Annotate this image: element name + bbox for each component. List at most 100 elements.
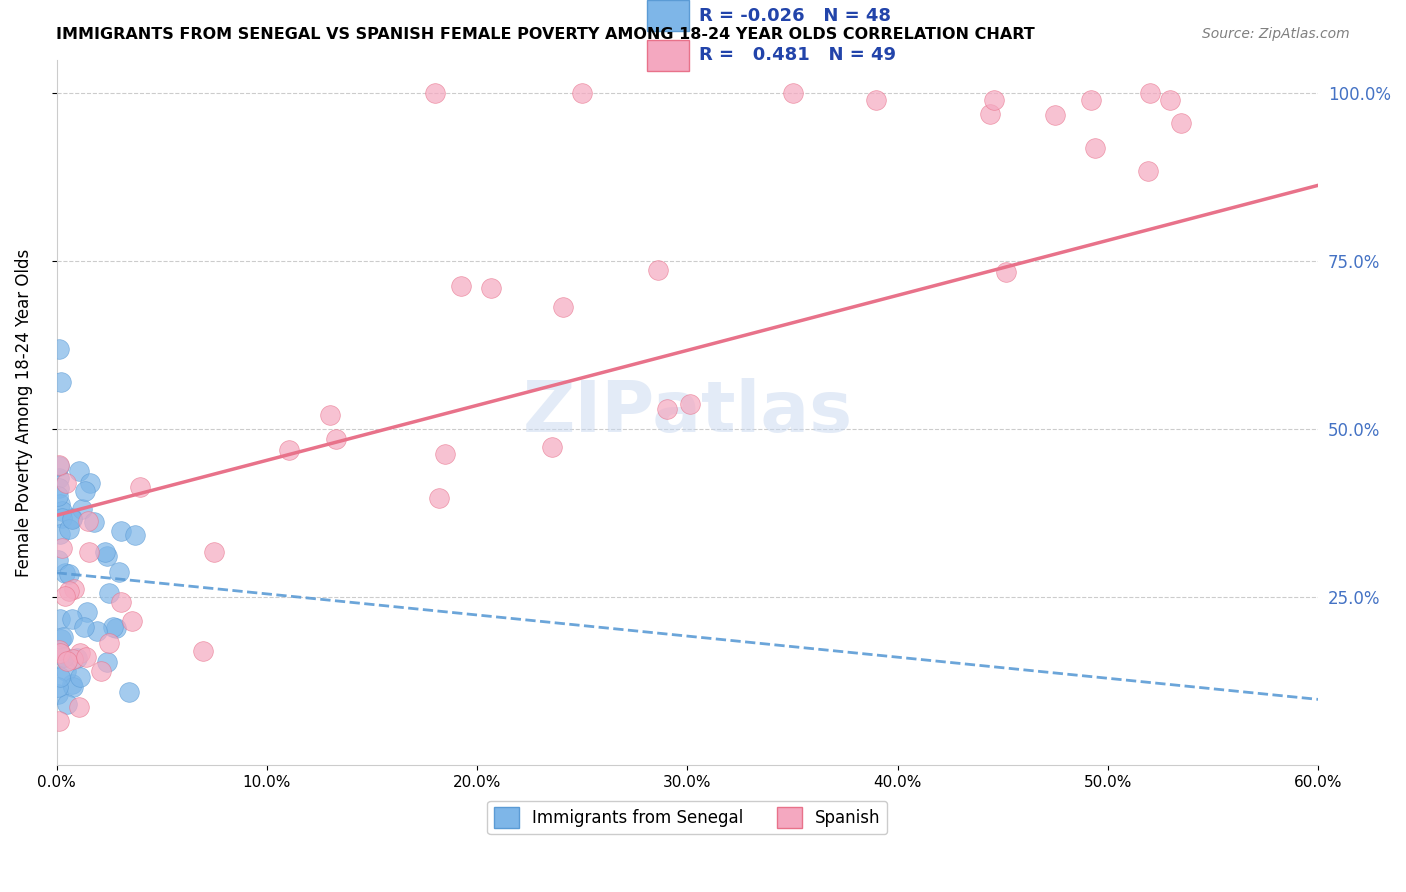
Point [51,504,73,518]
Point [73,620,96,634]
Point [51,511,73,525]
Point [49,632,72,647]
Point [96,549,118,563]
Legend: Immigrants from Senegal, Spanish: Immigrants from Senegal, Spanish [488,801,887,834]
Point [551,300,574,314]
Point [77,545,100,559]
Point [427,491,450,506]
Point [319,408,342,422]
Point [278,442,301,457]
Point [124,528,146,542]
Point [60,511,83,525]
Point [67,464,90,478]
Point [49,646,72,660]
Point [83,515,105,529]
Point [110,524,132,538]
Point [191,643,214,657]
Point [1137,164,1160,178]
Point [67,700,90,714]
Point [49,611,72,625]
Point [202,545,225,559]
Point [75,484,97,499]
Point [62,652,84,666]
Point [60,677,83,691]
Point [49,375,72,389]
Y-axis label: Female Poverty Among 18-24 Year Olds: Female Poverty Among 18-24 Year Olds [15,248,32,576]
Point [110,595,132,609]
Point [86,624,108,639]
Point [96,655,118,669]
Point [782,86,804,100]
Point [60,612,83,626]
Point [49,526,72,541]
Point [46,687,69,701]
Point [63,582,86,597]
Point [1170,116,1192,130]
Point [49,497,72,511]
FancyBboxPatch shape [647,40,689,71]
Point [979,107,1001,121]
Point [1139,86,1161,100]
Point [72,501,94,516]
Point [1080,93,1102,107]
Point [62,681,84,695]
Text: Source: ZipAtlas.com: Source: ZipAtlas.com [1202,27,1350,41]
Point [77,514,100,528]
Point [75,649,97,664]
Point [479,281,502,295]
Point [48,642,70,657]
Point [325,432,347,446]
Point [97,636,120,650]
Point [56,654,79,668]
Point [69,646,91,660]
Point [58,583,80,598]
Point [104,622,127,636]
Point [423,86,446,100]
Point [46,553,69,567]
Point [540,441,562,455]
Point [66,651,89,665]
Point [58,522,80,536]
Point [1160,93,1182,107]
Point [48,342,70,356]
Text: IMMIGRANTS FROM SENEGAL VS SPANISH FEMALE POVERTY AMONG 18-24 YEAR OLDS CORRELAT: IMMIGRANTS FROM SENEGAL VS SPANISH FEMAL… [56,27,1035,42]
Point [76,605,98,619]
Point [49,670,72,684]
Point [117,685,139,699]
Point [1084,140,1107,154]
Text: R =   0.481   N = 49: R = 0.481 N = 49 [700,46,897,64]
Point [679,397,702,411]
Point [48,714,70,728]
Point [995,265,1018,279]
Point [94,545,117,559]
Point [46,489,69,503]
Point [90,665,112,679]
Point [121,614,143,628]
Point [108,565,131,579]
Point [48,481,70,495]
Point [79,476,101,491]
Point [865,93,887,107]
Point [51,541,73,556]
Point [48,470,70,484]
Text: ZIPatlas: ZIPatlas [523,378,852,447]
Point [69,670,91,684]
Point [983,93,1005,107]
Point [53,566,76,580]
Point [56,697,79,711]
Point [655,401,678,416]
Point [48,458,70,473]
Point [450,279,472,293]
Point [647,263,669,277]
FancyBboxPatch shape [647,0,689,31]
Point [571,86,593,100]
Point [60,512,83,526]
Point [55,664,77,678]
Point [433,447,456,461]
Point [52,630,75,644]
Point [48,458,70,473]
Point [58,566,80,581]
Point [1043,108,1066,122]
Point [53,649,76,664]
Point [46,680,69,694]
